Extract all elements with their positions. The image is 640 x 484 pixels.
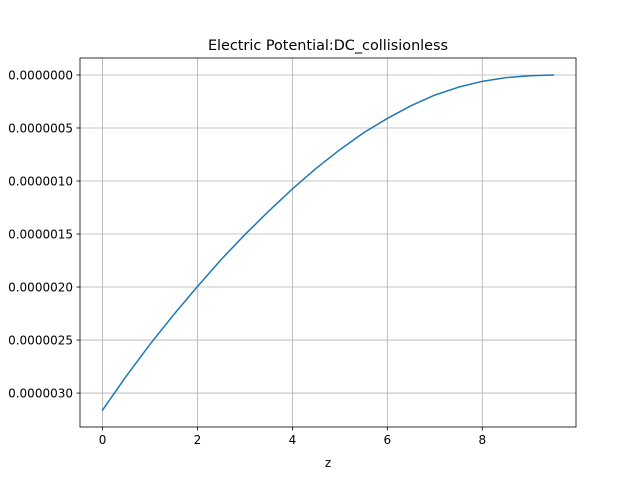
ticks: 0 2 4 6 8 0.0000000 0.0000005 0.0000010 0.000001…: [8, 68, 486, 447]
x-tick-label: 0: [99, 433, 107, 447]
x-tick-label: 4: [289, 433, 297, 447]
y-tick-label: 0.0000000: [8, 68, 73, 82]
x-axis-label: z: [325, 456, 331, 470]
x-tick-label: 2: [194, 433, 202, 447]
x-tick-label: 6: [384, 433, 392, 447]
y-tick-label: 0.0000025: [8, 334, 73, 348]
axes-frame: [79, 57, 577, 428]
chart-title: Electric Potential:DC_collisionless: [208, 38, 448, 54]
plot-area: [101, 74, 555, 412]
x-tick-label: 8: [478, 433, 486, 447]
y-tick-label: 0.0000030: [8, 387, 73, 401]
y-tick-label: 0.0000005: [8, 121, 73, 135]
series-line: [101, 74, 555, 412]
y-tick-label: 0.0000020: [8, 281, 73, 295]
y-tick-label: 0.0000015: [8, 228, 73, 242]
grid: [80, 58, 576, 427]
y-tick-label: 0.0000010: [8, 175, 73, 189]
